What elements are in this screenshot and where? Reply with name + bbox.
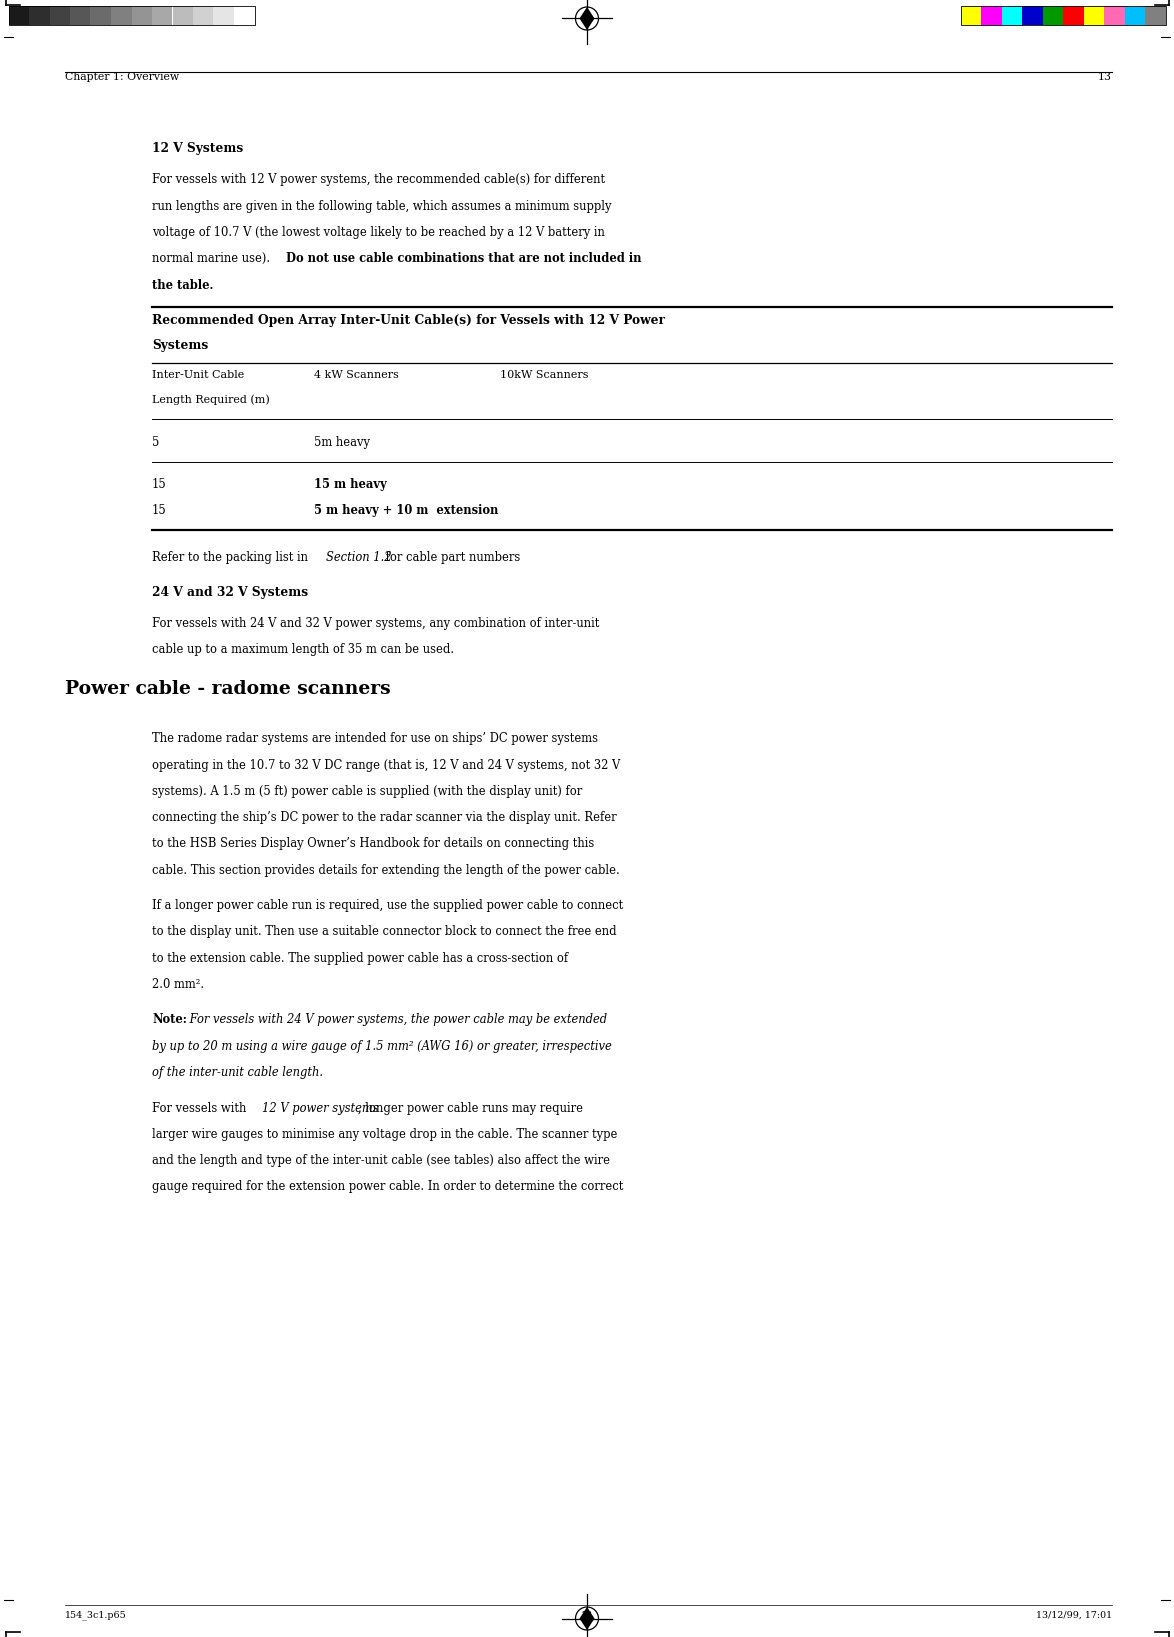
Text: 15 m heavy: 15 m heavy bbox=[313, 478, 386, 491]
Bar bbox=[112, 7, 131, 25]
Text: For vessels with: For vessels with bbox=[151, 1102, 250, 1115]
Bar bbox=[8, 7, 255, 25]
Bar bbox=[193, 7, 214, 25]
Text: run lengths are given in the following table, which assumes a minimum supply: run lengths are given in the following t… bbox=[151, 200, 612, 213]
Bar bbox=[214, 7, 234, 25]
Polygon shape bbox=[580, 1608, 594, 1630]
Text: larger wire gauges to minimise any voltage drop in the cable. The scanner type: larger wire gauges to minimise any volta… bbox=[151, 1128, 618, 1141]
Text: operating in the 10.7 to 32 V DC range (that is, 12 V and 24 V systems, not 32 V: operating in the 10.7 to 32 V DC range (… bbox=[151, 758, 620, 771]
Bar bbox=[29, 7, 49, 25]
Text: to the display unit. Then use a suitable connector block to connect the free end: to the display unit. Then use a suitable… bbox=[151, 925, 616, 938]
Text: 2.0 mm².: 2.0 mm². bbox=[151, 977, 204, 990]
Text: Note:: Note: bbox=[151, 1013, 187, 1026]
Text: cable up to a maximum length of 35 m can be used.: cable up to a maximum length of 35 m can… bbox=[151, 643, 454, 656]
Text: the table.: the table. bbox=[151, 278, 214, 291]
Text: systems). A 1.5 m (5 ft) power cable is supplied (with the display unit) for: systems). A 1.5 m (5 ft) power cable is … bbox=[151, 784, 582, 797]
Polygon shape bbox=[580, 7, 594, 29]
Bar bbox=[1145, 7, 1166, 25]
Bar bbox=[1104, 7, 1125, 25]
Text: 24 V and 32 V Systems: 24 V and 32 V Systems bbox=[151, 586, 308, 599]
Text: 12 V power systems: 12 V power systems bbox=[262, 1102, 378, 1115]
Bar bbox=[1023, 7, 1043, 25]
Text: Length Required (m): Length Required (m) bbox=[151, 395, 270, 404]
Text: 154_3c1.p65: 154_3c1.p65 bbox=[65, 1611, 127, 1621]
Bar bbox=[90, 7, 112, 25]
Text: Recommended Open Array Inter-Unit Cable(s) for Vessels with 12 V Power: Recommended Open Array Inter-Unit Cable(… bbox=[151, 314, 664, 327]
Text: by up to 20 m using a wire gauge of 1.5 mm² (AWG 16) or greater, irrespective: by up to 20 m using a wire gauge of 1.5 … bbox=[151, 1039, 612, 1053]
Text: 13/12/99, 17:01: 13/12/99, 17:01 bbox=[1035, 1611, 1112, 1619]
Text: For vessels with 24 V and 32 V power systems, any combination of inter-unit: For vessels with 24 V and 32 V power sys… bbox=[151, 617, 600, 630]
Bar bbox=[49, 7, 70, 25]
Text: to the HSB Series Display Owner’s Handbook for details on connecting this: to the HSB Series Display Owner’s Handbo… bbox=[151, 838, 594, 850]
Bar bbox=[960, 7, 981, 25]
Text: Systems: Systems bbox=[151, 339, 208, 352]
Text: 13: 13 bbox=[1098, 72, 1112, 82]
Text: 5m heavy: 5m heavy bbox=[313, 435, 370, 449]
Bar bbox=[131, 7, 151, 25]
Bar bbox=[234, 7, 255, 25]
Text: For vessels with 12 V power systems, the recommended cable(s) for different: For vessels with 12 V power systems, the… bbox=[151, 174, 605, 187]
Text: 15: 15 bbox=[151, 504, 167, 517]
Text: voltage of 10.7 V (the lowest voltage likely to be reached by a 12 V battery in: voltage of 10.7 V (the lowest voltage li… bbox=[151, 226, 605, 239]
Bar bbox=[960, 7, 1166, 25]
Text: gauge required for the extension power cable. In order to determine the correct: gauge required for the extension power c… bbox=[151, 1180, 623, 1193]
Text: The radome radar systems are intended for use on ships’ DC power systems: The radome radar systems are intended fo… bbox=[151, 732, 598, 745]
Bar bbox=[1043, 7, 1062, 25]
Text: 12 V Systems: 12 V Systems bbox=[151, 142, 243, 156]
Text: of the inter-unit cable length.: of the inter-unit cable length. bbox=[151, 1066, 323, 1079]
Text: and the length and type of the inter-unit cable (see tables) also affect the wir: and the length and type of the inter-uni… bbox=[151, 1154, 610, 1167]
Text: 4 kW Scanners: 4 kW Scanners bbox=[313, 370, 399, 380]
Text: to the extension cable. The supplied power cable has a cross-section of: to the extension cable. The supplied pow… bbox=[151, 951, 568, 964]
Text: Do not use cable combinations that are not included in: Do not use cable combinations that are n… bbox=[285, 252, 641, 265]
Text: for cable part numbers: for cable part numbers bbox=[382, 550, 520, 563]
Text: 5 m heavy + 10 m  extension: 5 m heavy + 10 m extension bbox=[313, 504, 499, 517]
Text: Section 1.2: Section 1.2 bbox=[326, 550, 392, 563]
Bar bbox=[981, 7, 1001, 25]
Bar bbox=[1125, 7, 1145, 25]
Text: 5: 5 bbox=[151, 435, 160, 449]
Bar bbox=[1084, 7, 1104, 25]
Text: Power cable - radome scanners: Power cable - radome scanners bbox=[65, 681, 391, 699]
Text: cable. This section provides details for extending the length of the power cable: cable. This section provides details for… bbox=[151, 864, 620, 877]
Text: Inter-Unit Cable: Inter-Unit Cable bbox=[151, 370, 244, 380]
Bar bbox=[8, 7, 29, 25]
Bar bbox=[1001, 7, 1023, 25]
Text: If a longer power cable run is required, use the supplied power cable to connect: If a longer power cable run is required,… bbox=[151, 899, 623, 912]
Text: normal marine use).: normal marine use). bbox=[151, 252, 274, 265]
Text: 13: 13 bbox=[581, 1611, 593, 1619]
Bar bbox=[173, 7, 193, 25]
Text: For vessels with 24 V power systems, the power cable may be extended: For vessels with 24 V power systems, the… bbox=[185, 1013, 607, 1026]
Bar bbox=[70, 7, 90, 25]
Text: 10kW Scanners: 10kW Scanners bbox=[500, 370, 588, 380]
Text: connecting the ship’s DC power to the radar scanner via the display unit. Refer: connecting the ship’s DC power to the ra… bbox=[151, 810, 616, 823]
Bar bbox=[1062, 7, 1084, 25]
Text: 15: 15 bbox=[151, 478, 167, 491]
Text: Refer to the packing list in: Refer to the packing list in bbox=[151, 550, 311, 563]
Text: Chapter 1: Overview: Chapter 1: Overview bbox=[65, 72, 180, 82]
Text: , longer power cable runs may require: , longer power cable runs may require bbox=[358, 1102, 583, 1115]
Bar bbox=[151, 7, 173, 25]
